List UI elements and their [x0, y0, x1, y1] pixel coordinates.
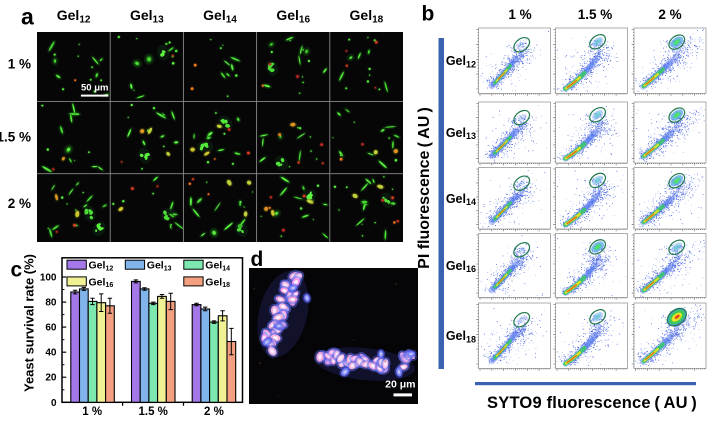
svg-text:2 %: 2 %	[658, 7, 681, 22]
svg-text:Yeast survival rate (%): Yeast survival rate (%)	[22, 254, 37, 392]
svg-text:80: 80	[45, 298, 57, 309]
svg-text:a: a	[21, 4, 34, 30]
svg-text:SYTO9 fluorescence ( AU ): SYTO9 fluorescence ( AU )	[487, 394, 697, 412]
svg-text:2 %: 2 %	[8, 196, 31, 211]
svg-text:c: c	[11, 259, 23, 282]
svg-text:60: 60	[45, 323, 57, 334]
svg-text:1 %: 1 %	[8, 57, 31, 72]
svg-text:1 %: 1 %	[508, 7, 531, 22]
svg-text:1.5 %: 1.5 %	[138, 406, 167, 418]
svg-text:40: 40	[45, 348, 57, 359]
svg-text:1.5 %: 1.5 %	[0, 130, 31, 145]
svg-text:20 μm: 20 μm	[385, 379, 415, 391]
svg-text:50 μm: 50 μm	[81, 83, 108, 94]
svg-text:b: b	[422, 3, 435, 26]
svg-text:1.5 %: 1.5 %	[578, 7, 613, 22]
svg-text:0: 0	[51, 398, 57, 409]
svg-text:d: d	[251, 248, 264, 271]
svg-text:PI fluorescence ( AU ): PI fluorescence ( AU )	[416, 107, 433, 269]
svg-text:20: 20	[45, 373, 57, 384]
svg-text:1 %: 1 %	[82, 406, 102, 418]
svg-text:100: 100	[40, 273, 57, 284]
svg-text:2 %: 2 %	[204, 406, 224, 418]
